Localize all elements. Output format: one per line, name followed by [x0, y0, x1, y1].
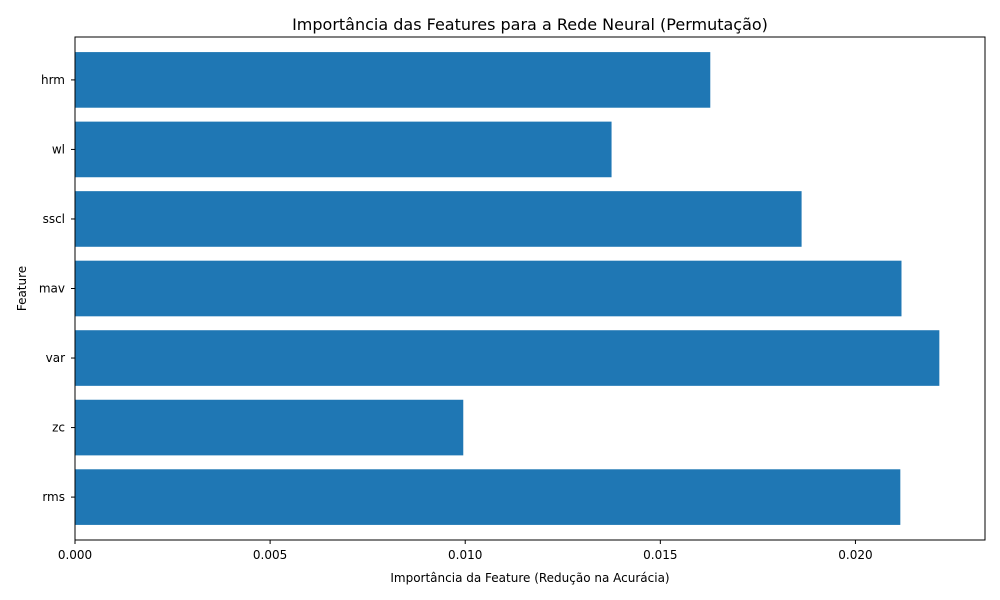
bar-zc: [75, 399, 464, 456]
chart-title: Importância das Features para a Rede Neu…: [292, 15, 768, 34]
y-tick-label-sscl: sscl: [43, 212, 65, 226]
bar-sscl: [75, 191, 802, 247]
x-tick-label-4: 0.020: [838, 548, 872, 562]
y-tick-label-zc: zc: [52, 421, 65, 435]
x-tick-label-3: 0.015: [643, 548, 677, 562]
plot-frame: [74, 36, 986, 541]
bars-group: [75, 52, 940, 525]
y-tick-label-hrm: hrm: [41, 73, 65, 87]
y-tick-label-rms: rms: [42, 490, 65, 504]
y-tick-label-var: var: [46, 351, 65, 365]
y-tick-label-wl: wl: [52, 142, 65, 156]
bar-hrm: [75, 52, 711, 108]
y-axis-label: Feature: [15, 266, 29, 311]
y-tick-label-mav: mav: [39, 282, 65, 296]
y-ticks-group: rms zc var mav sscl wl hrm: [39, 73, 75, 504]
x-tick-label-0: 0.000: [58, 548, 92, 562]
x-axis-label: Importância da Feature (Redução na Acurá…: [390, 571, 669, 585]
bar-var: [75, 330, 940, 386]
x-tick-label-2: 0.010: [448, 548, 482, 562]
x-ticks-group: 0.000 0.005 0.010 0.015 0.020: [58, 540, 873, 562]
bar-mav: [75, 260, 902, 317]
x-tick-label-1: 0.005: [253, 548, 287, 562]
bar-rms: [75, 469, 901, 525]
bar-wl: [75, 121, 612, 178]
